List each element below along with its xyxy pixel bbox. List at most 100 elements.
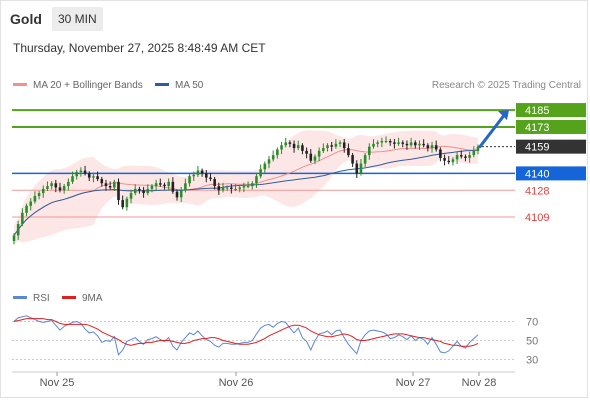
candle-body (326, 145, 329, 149)
candle-body (439, 149, 442, 158)
level-label-4185: 4185 (525, 105, 549, 117)
level-label-4159: 4159 (525, 142, 549, 154)
candle-body (159, 183, 162, 185)
ma20-swatch (13, 82, 27, 86)
candle-body (16, 224, 20, 236)
x-tick-label: Nov 25 (40, 377, 75, 389)
candle-body (163, 184, 166, 187)
candle-body (284, 142, 288, 146)
candle-body (12, 235, 16, 241)
level-label-4109: 4109 (525, 212, 549, 224)
candle-body (422, 143, 425, 146)
candle-body (154, 183, 158, 187)
candle-body (322, 148, 325, 151)
candle-body (309, 153, 313, 161)
candle-body (330, 145, 333, 147)
candle-body (380, 141, 384, 143)
candle-body (79, 170, 83, 172)
candle-body (21, 212, 24, 225)
candle-body (225, 187, 229, 189)
legend-rsi-ma: 9MA (62, 293, 103, 304)
candle-body (250, 183, 254, 187)
candle-body (87, 173, 91, 178)
candle-body (288, 142, 292, 144)
forecast-arrow-head (498, 110, 509, 121)
candle-body (355, 163, 359, 174)
timestamp: Thursday, November 27, 2025 8:48:49 AM C… (13, 41, 266, 55)
candle-body (167, 181, 170, 187)
candle-body (405, 143, 409, 146)
candle-body (351, 155, 354, 164)
candle-body (255, 176, 258, 184)
candle-body (443, 157, 446, 161)
ma50-swatch (155, 82, 169, 86)
candle-body (368, 146, 371, 156)
candle-body (401, 142, 405, 144)
candle-body (234, 188, 237, 190)
candle-body (58, 187, 62, 191)
candle-body (305, 150, 308, 154)
candle-body (209, 177, 212, 180)
ma50-line (13, 149, 479, 236)
candle-body (200, 170, 204, 174)
candle-body (117, 181, 120, 201)
level-label-4128: 4128 (525, 185, 549, 197)
level-label-4140: 4140 (525, 168, 549, 180)
level-tag-4159 (516, 139, 586, 154)
legend-rsi-ma-label: 9MA (82, 293, 103, 304)
candle-body (96, 176, 99, 180)
candle-body (150, 186, 154, 189)
candle-body (175, 191, 179, 198)
candle-body (372, 143, 375, 147)
candle-body (464, 156, 467, 158)
candle-body (113, 181, 116, 188)
candle-body (376, 142, 379, 144)
candle-body (204, 173, 208, 178)
candle-body (342, 142, 346, 149)
candle-body (459, 155, 463, 157)
candle-body (37, 193, 41, 196)
candle-body (41, 188, 45, 194)
candle-body (238, 187, 242, 189)
rsi-ma-swatch (62, 295, 76, 299)
legend-rsi: RSI (13, 293, 50, 304)
candle-body (363, 155, 367, 164)
rsi-ma-line (13, 318, 479, 347)
candle-body (92, 176, 95, 178)
candle-body (430, 145, 434, 149)
candle-body (121, 200, 124, 208)
candle-body (100, 179, 104, 184)
candle-body (455, 155, 459, 160)
candle-body (451, 159, 455, 163)
level-tag-4185 (516, 103, 586, 118)
candle-body (263, 163, 267, 170)
candle-body (171, 181, 175, 192)
candle-body (138, 188, 141, 191)
candle-body (142, 190, 145, 194)
candle-body (317, 150, 321, 157)
candle-body (292, 143, 296, 149)
x-tick-label: Nov 28 (462, 377, 497, 389)
legend-rsi-label: RSI (33, 293, 50, 304)
candle-body (192, 174, 196, 177)
candle-body (129, 193, 133, 199)
candle-body (338, 142, 342, 144)
candle-body (276, 149, 279, 156)
credit-text: Research © 2025 Trading Central (431, 80, 581, 91)
candle-body (188, 176, 191, 184)
rsi-tick-label-30: 30 (526, 355, 538, 367)
legend-ma50-label: MA 50 (175, 80, 204, 91)
candle-body (217, 186, 221, 191)
level-tag-4140 (516, 166, 586, 181)
bollinger-band (14, 130, 478, 246)
candle-body (71, 176, 74, 182)
candle-body (271, 155, 275, 160)
candle-body (242, 186, 246, 188)
candle-body (414, 142, 417, 146)
candle-body (359, 163, 363, 174)
candle-body (313, 156, 317, 161)
timeframe-button[interactable]: 30 MIN (52, 7, 103, 31)
candle-body (296, 145, 300, 149)
candle-body (267, 159, 271, 164)
